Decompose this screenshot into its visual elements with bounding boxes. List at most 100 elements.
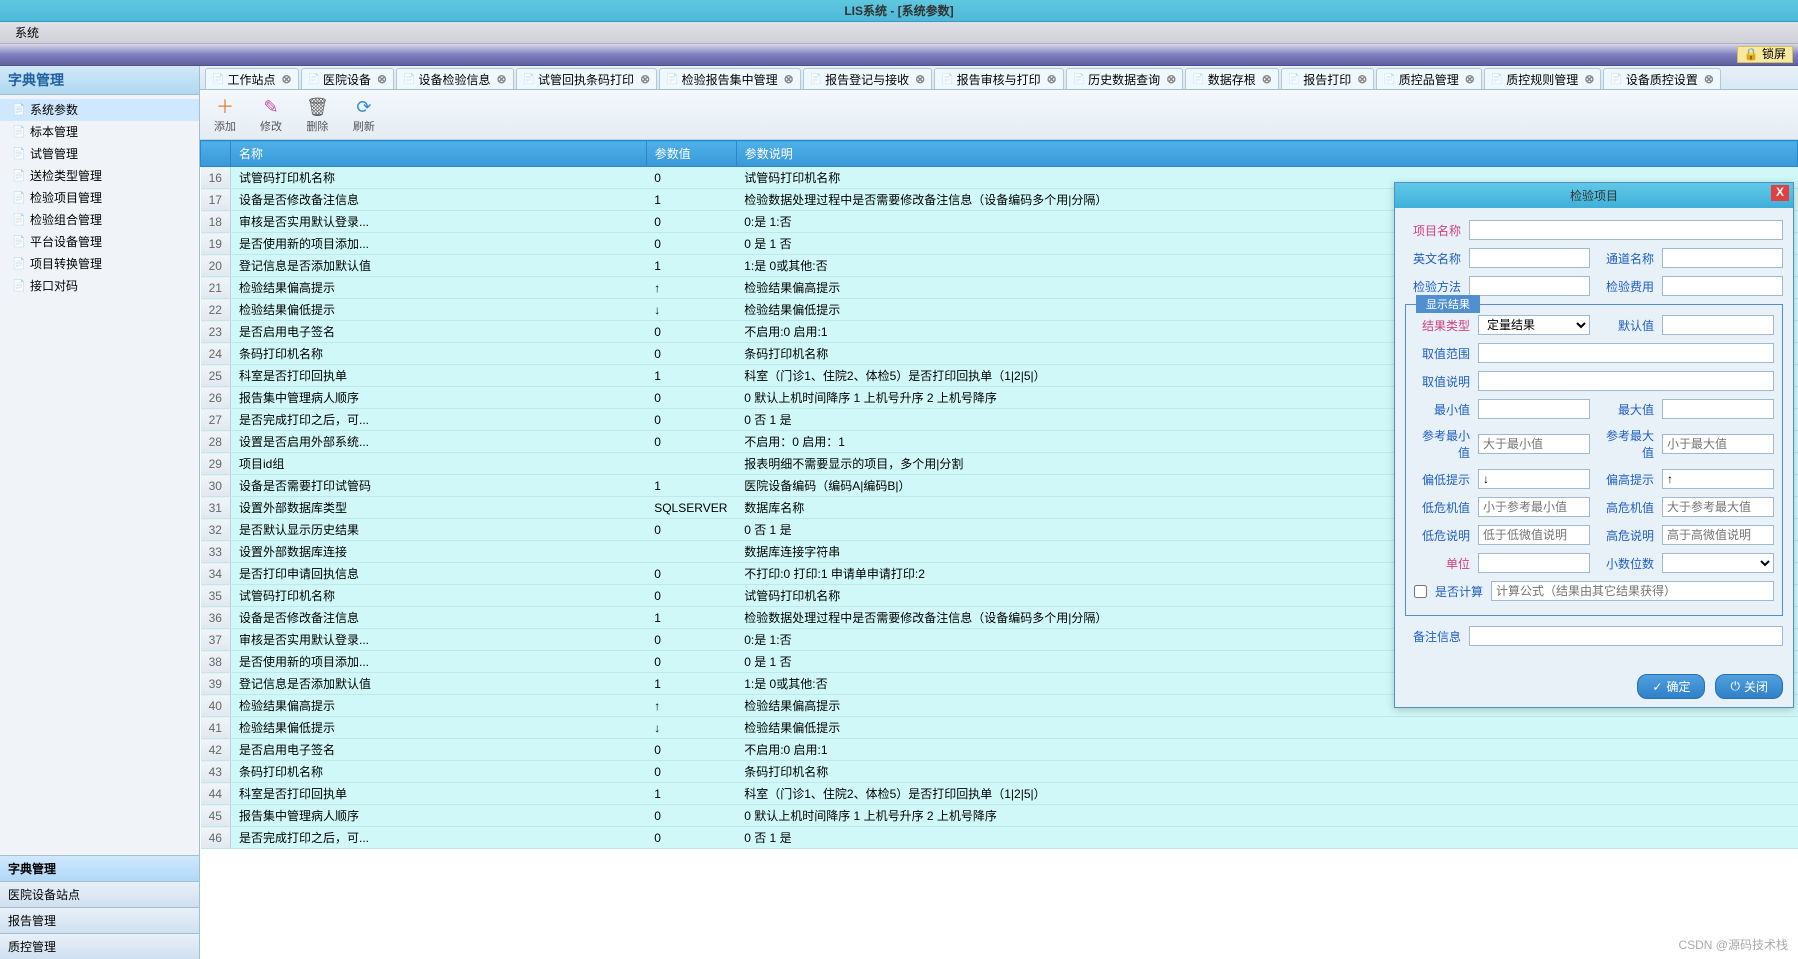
close-icon[interactable]: ⊗ (1047, 72, 1057, 86)
tab[interactable]: 检验报告集中管理⊗ (659, 68, 801, 89)
cell-name: 是否启用电子签名 (231, 739, 647, 761)
panel-title: 检验项目 X (1395, 183, 1793, 208)
tab[interactable]: 设备质控设置⊗ (1603, 68, 1721, 89)
range-field[interactable] (1478, 343, 1774, 363)
min-field[interactable] (1478, 399, 1590, 419)
col-header[interactable]: 名称 (231, 141, 647, 167)
cell-name: 登记信息是否添加默认值 (231, 673, 647, 695)
close-icon[interactable]: ⊗ (1262, 72, 1272, 86)
fee-field[interactable] (1662, 276, 1783, 296)
tab[interactable]: 质控规则管理⊗ (1484, 68, 1602, 89)
low-crit-field[interactable] (1478, 497, 1590, 517)
table-row[interactable]: 43条码打印机名称0条码打印机名称 (201, 761, 1798, 783)
sidebar-item[interactable]: 系统参数 (0, 99, 199, 121)
close-icon[interactable]: ⊗ (1357, 72, 1367, 86)
close-icon[interactable]: ⊗ (784, 72, 794, 86)
menu-system[interactable]: 系统 (15, 26, 39, 40)
close-icon[interactable]: ⊗ (377, 72, 387, 86)
cell-name: 检验结果偏低提示 (231, 299, 647, 321)
col-header[interactable]: 参数说明 (736, 141, 1797, 167)
decimals-select[interactable] (1662, 553, 1774, 573)
sidebar-item[interactable]: 检验项目管理 (0, 187, 199, 209)
method-field[interactable] (1469, 276, 1590, 296)
tab[interactable]: 报告登记与接收⊗ (803, 68, 933, 89)
cell-desc: 0 否 1 是 (736, 827, 1797, 849)
cell-value: SQLSERVER (646, 497, 736, 519)
close-icon[interactable]: ⊗ (915, 72, 925, 86)
channel-field[interactable] (1662, 248, 1783, 268)
cell-name: 试管码打印机名称 (231, 167, 647, 189)
close-icon[interactable]: ⊗ (281, 72, 291, 86)
delete-button[interactable]: 🗑删除 (300, 94, 335, 135)
tab[interactable]: 试管回执条码打印⊗ (516, 68, 658, 89)
high-desc-field[interactable] (1662, 525, 1774, 545)
sidebar: 字典管理 系统参数标本管理试管管理送检类型管理检验项目管理检验组合管理平台设备管… (0, 66, 200, 959)
cell-value: 0 (646, 519, 736, 541)
sidebar-item[interactable]: 送检类型管理 (0, 165, 199, 187)
tab[interactable]: 历史数据查询⊗ (1066, 68, 1184, 89)
tab[interactable]: 报告审核与打印⊗ (934, 68, 1064, 89)
unit-field[interactable] (1478, 553, 1590, 573)
table-row[interactable]: 46是否完成打印之后，可...00 否 1 是 (201, 827, 1798, 849)
close-icon[interactable]: ⊗ (1465, 72, 1475, 86)
is-calc-checkbox[interactable] (1414, 585, 1427, 598)
tab[interactable]: 报告打印⊗ (1281, 68, 1375, 89)
calc-field[interactable] (1491, 581, 1774, 601)
close-icon[interactable]: ⊗ (640, 72, 650, 86)
col-header[interactable]: 参数值 (646, 141, 736, 167)
default-field[interactable] (1662, 315, 1774, 335)
sidebar-tab[interactable]: 字典管理 (0, 855, 199, 881)
sidebar-item[interactable]: 平台设备管理 (0, 231, 199, 253)
sidebar-tab[interactable]: 质控管理 (0, 933, 199, 959)
sidebar-item[interactable]: 项目转换管理 (0, 253, 199, 275)
sidebar-item[interactable]: 试管管理 (0, 143, 199, 165)
low-tip-field[interactable] (1478, 469, 1590, 489)
low-desc-field[interactable] (1478, 525, 1590, 545)
cell-name: 科室是否打印回执单 (231, 365, 647, 387)
remark-field[interactable] (1469, 626, 1783, 646)
sidebar-item[interactable]: 标本管理 (0, 121, 199, 143)
high-crit-field[interactable] (1662, 497, 1774, 517)
sidebar-item[interactable]: 接口对码 (0, 275, 199, 297)
close-icon[interactable]: X (1771, 185, 1789, 201)
add-button[interactable]: ＋添加 (208, 94, 242, 135)
close-icon[interactable]: ⊗ (1166, 72, 1176, 86)
close-icon[interactable]: ⊗ (497, 72, 507, 86)
tab[interactable]: 医院设备⊗ (301, 68, 395, 89)
ok-button[interactable]: ✓ 确定 (1637, 674, 1705, 699)
proj-name-field[interactable] (1469, 220, 1783, 240)
table-row[interactable]: 44科室是否打印回执单1科室（门诊1、住院2、体检5）是否打印回执单（1|2|5… (201, 783, 1798, 805)
tab[interactable]: 工作站点⊗ (205, 68, 299, 89)
en-name-field[interactable] (1469, 248, 1590, 268)
result-type-select[interactable]: 定量结果 (1478, 315, 1590, 335)
cell-name: 是否完成打印之后，可... (231, 409, 647, 431)
table-row[interactable]: 41检验结果偏低提示↓检验结果偏低提示 (201, 717, 1798, 739)
title-bar: LIS系统 - [系统参数] (0, 0, 1798, 22)
cell-value: 0 (646, 739, 736, 761)
sidebar-header: 字典管理 (0, 66, 199, 95)
close-icon[interactable]: ⊗ (1584, 72, 1594, 86)
cell-name: 报告集中管理病人顺序 (231, 387, 647, 409)
high-tip-field[interactable] (1662, 469, 1774, 489)
cell-name: 设备是否需要打印试管码 (231, 475, 647, 497)
sidebar-item[interactable]: 检验组合管理 (0, 209, 199, 231)
tab[interactable]: 数据存根⊗ (1185, 68, 1279, 89)
table-row[interactable]: 45报告集中管理病人顺序00 默认上机时间降序 1 上机号升序 2 上机号降序 (201, 805, 1798, 827)
cell-name: 是否启用电子签名 (231, 321, 647, 343)
max-field[interactable] (1662, 399, 1774, 419)
cell-value (646, 453, 736, 475)
ref-max-field[interactable] (1662, 434, 1774, 454)
cancel-button[interactable]: ⏻ 关闭 (1715, 674, 1783, 699)
edit-button[interactable]: ✎修改 (254, 94, 288, 135)
sidebar-tab[interactable]: 医院设备站点 (0, 881, 199, 907)
refresh-button[interactable]: ⟳刷新 (347, 94, 381, 135)
close-icon[interactable]: ⊗ (1704, 72, 1714, 86)
tab[interactable]: 设备检验信息⊗ (396, 68, 514, 89)
cell-value: 0 (646, 761, 736, 783)
sidebar-tab[interactable]: 报告管理 (0, 907, 199, 933)
lock-button[interactable]: 🔒 锁屏 (1737, 46, 1793, 63)
table-row[interactable]: 42是否启用电子签名0不启用:0 启用:1 (201, 739, 1798, 761)
range-desc-field[interactable] (1478, 371, 1774, 391)
tab[interactable]: 质控品管理⊗ (1376, 68, 1482, 89)
ref-min-field[interactable] (1478, 434, 1590, 454)
